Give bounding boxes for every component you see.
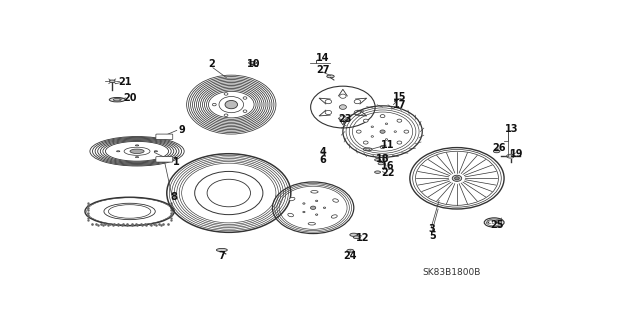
Ellipse shape — [374, 171, 381, 174]
Ellipse shape — [327, 75, 334, 78]
Ellipse shape — [380, 115, 385, 118]
Text: 21: 21 — [118, 78, 131, 87]
Ellipse shape — [212, 103, 216, 106]
Ellipse shape — [364, 148, 372, 151]
Ellipse shape — [486, 219, 502, 226]
Text: ACURA: ACURA — [486, 220, 503, 225]
Circle shape — [507, 154, 515, 158]
Ellipse shape — [493, 150, 500, 153]
Ellipse shape — [316, 200, 317, 202]
Ellipse shape — [216, 249, 227, 252]
Text: 1: 1 — [173, 157, 180, 167]
Ellipse shape — [371, 136, 374, 137]
Ellipse shape — [452, 175, 461, 182]
Text: 20: 20 — [123, 93, 136, 103]
Ellipse shape — [136, 157, 139, 158]
Ellipse shape — [116, 151, 120, 152]
Text: 9: 9 — [179, 125, 185, 135]
Text: 16: 16 — [381, 161, 394, 171]
Ellipse shape — [374, 159, 381, 161]
Ellipse shape — [397, 119, 402, 122]
Ellipse shape — [333, 199, 339, 202]
Text: 26: 26 — [492, 143, 506, 152]
Ellipse shape — [378, 162, 384, 165]
Text: 11: 11 — [381, 140, 394, 150]
Ellipse shape — [289, 197, 295, 201]
Text: 24: 24 — [344, 251, 357, 261]
Ellipse shape — [339, 105, 346, 109]
Ellipse shape — [323, 207, 326, 209]
FancyBboxPatch shape — [156, 157, 173, 162]
Ellipse shape — [130, 149, 144, 153]
Ellipse shape — [365, 149, 370, 150]
Ellipse shape — [308, 222, 316, 225]
Ellipse shape — [484, 218, 504, 227]
Text: 2: 2 — [208, 59, 215, 69]
Ellipse shape — [303, 203, 305, 204]
Text: 8: 8 — [171, 192, 178, 202]
Ellipse shape — [109, 98, 125, 102]
Ellipse shape — [371, 126, 374, 128]
Text: 23: 23 — [339, 114, 352, 124]
Ellipse shape — [113, 99, 121, 101]
Ellipse shape — [325, 110, 332, 115]
Ellipse shape — [248, 61, 257, 64]
Ellipse shape — [394, 131, 396, 132]
Ellipse shape — [404, 130, 409, 133]
Ellipse shape — [364, 141, 368, 144]
Ellipse shape — [136, 145, 139, 146]
Ellipse shape — [353, 236, 360, 239]
Text: 3: 3 — [429, 224, 436, 234]
Text: 5: 5 — [429, 231, 436, 241]
Text: 14: 14 — [316, 53, 330, 63]
Ellipse shape — [340, 116, 346, 120]
Text: 19: 19 — [509, 149, 524, 159]
Text: 25: 25 — [490, 220, 504, 230]
Ellipse shape — [311, 190, 318, 193]
Ellipse shape — [385, 123, 388, 124]
Ellipse shape — [310, 206, 316, 210]
Ellipse shape — [225, 100, 237, 109]
Text: 15: 15 — [393, 92, 406, 102]
Ellipse shape — [354, 110, 360, 115]
Ellipse shape — [350, 233, 358, 236]
Text: 12: 12 — [356, 234, 369, 243]
Text: 22: 22 — [381, 168, 394, 178]
Ellipse shape — [288, 213, 294, 217]
Text: 13: 13 — [505, 124, 518, 134]
Ellipse shape — [347, 249, 354, 252]
Ellipse shape — [385, 139, 388, 140]
Ellipse shape — [224, 114, 228, 116]
Ellipse shape — [243, 97, 247, 99]
Text: 18: 18 — [376, 154, 389, 164]
Ellipse shape — [354, 100, 360, 104]
Text: 17: 17 — [393, 100, 406, 110]
Text: 6: 6 — [319, 155, 326, 165]
Ellipse shape — [364, 119, 368, 122]
Ellipse shape — [154, 151, 157, 152]
Ellipse shape — [340, 94, 346, 98]
Ellipse shape — [397, 141, 402, 144]
Ellipse shape — [243, 110, 247, 112]
Ellipse shape — [454, 177, 460, 180]
Ellipse shape — [380, 130, 385, 133]
Text: SK83B1800B: SK83B1800B — [422, 268, 481, 277]
Ellipse shape — [224, 93, 228, 95]
Ellipse shape — [316, 214, 317, 215]
Text: 4: 4 — [319, 147, 326, 158]
Ellipse shape — [356, 130, 361, 133]
Ellipse shape — [109, 80, 115, 83]
Ellipse shape — [303, 211, 305, 213]
FancyBboxPatch shape — [156, 134, 173, 139]
Text: 27: 27 — [316, 65, 330, 75]
Ellipse shape — [332, 215, 337, 218]
Ellipse shape — [380, 145, 385, 149]
Text: 10: 10 — [247, 59, 260, 69]
Ellipse shape — [325, 100, 332, 104]
Text: 7: 7 — [218, 251, 225, 261]
